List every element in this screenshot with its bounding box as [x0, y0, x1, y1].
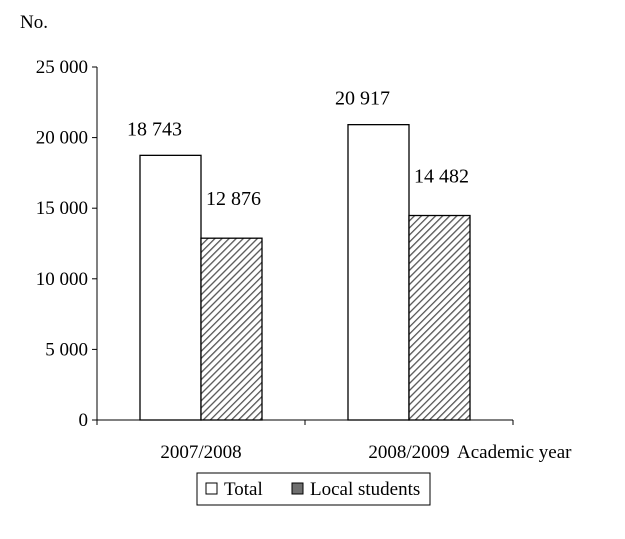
y-tick-label: 5 000 [45, 339, 88, 360]
legend-label-total: Total [224, 479, 263, 500]
data-label: 12 876 [206, 188, 261, 210]
data-label: 14 482 [414, 166, 469, 188]
y-tick-label: 10 000 [36, 269, 88, 290]
bar-total [348, 125, 409, 420]
legend-swatch-total [206, 483, 217, 494]
y-tick-label: 25 000 [36, 57, 88, 78]
x-tick-label: 2008/2009 [368, 442, 449, 463]
legend-label-local-students: Local students [310, 479, 420, 500]
y-tick-label: 0 [79, 410, 89, 431]
legend-swatch-local-students [292, 483, 303, 494]
y-axis: 0 5 000 10 000 15 000 20 000 25 000 [36, 57, 97, 431]
legend: Total Local students [197, 473, 430, 505]
data-label: 20 917 [335, 88, 390, 110]
data-label: 18 743 [127, 118, 182, 140]
y-tick-label: 15 000 [36, 198, 88, 219]
y-axis-title: No. [20, 12, 48, 33]
x-axis: 2007/2008 2008/2009 [97, 420, 513, 463]
bar-total [140, 155, 201, 420]
x-axis-title: Academic year [457, 442, 572, 463]
y-tick-label: 20 000 [36, 128, 88, 149]
bar-local-students [201, 238, 262, 420]
bar-local-students [409, 216, 470, 420]
x-tick-label: 2007/2008 [160, 442, 241, 463]
